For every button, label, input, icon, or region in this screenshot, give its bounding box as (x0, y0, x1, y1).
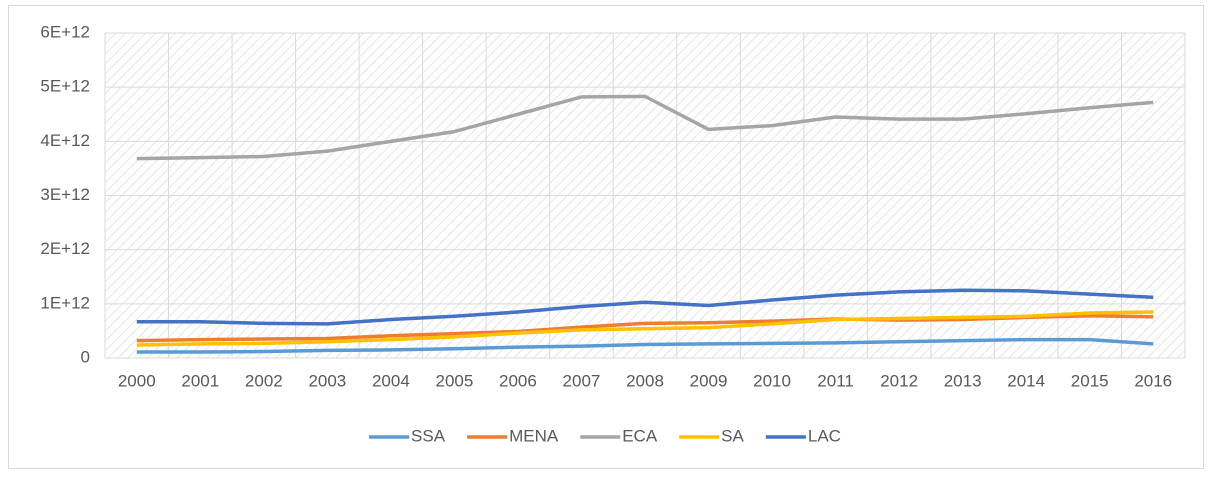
x-tick-label: 2001 (181, 371, 219, 390)
x-tick-label: 2006 (499, 371, 537, 390)
series-line (136, 310, 1154, 347)
x-tick-label: 2011 (817, 371, 854, 390)
x-tick-label: 2004 (372, 371, 410, 390)
legend-label: ECA (622, 426, 658, 445)
x-tick-label: 2012 (880, 371, 918, 390)
y-tick-label: 5E+12 (40, 77, 90, 96)
legend-label: MENA (509, 426, 559, 445)
y-tick-label: 4E+12 (40, 131, 90, 150)
x-tick-label: 2000 (118, 371, 156, 390)
x-tick-label: 2007 (563, 371, 601, 390)
x-tick-label: 2010 (753, 371, 791, 390)
x-tick-label: 2005 (435, 371, 473, 390)
legend-label: SA (721, 426, 744, 445)
series-line (136, 337, 1154, 354)
y-tick-label: 1E+12 (40, 293, 90, 312)
x-tick-label: 2002 (245, 371, 283, 390)
y-tick-label: 2E+12 (40, 239, 90, 258)
x-tick-label: 2015 (1071, 371, 1109, 390)
series-line (136, 288, 1154, 326)
x-tick-label: 2008 (626, 371, 664, 390)
series-line (136, 314, 1154, 343)
x-tick-label: 2003 (308, 371, 346, 390)
x-tick-label: 2009 (690, 371, 728, 390)
legend-label: LAC (808, 426, 841, 445)
x-tick-label: 2016 (1134, 371, 1172, 390)
x-tick-label: 2014 (1007, 371, 1045, 390)
series-line (136, 94, 1154, 161)
y-tick-label: 0 (81, 347, 90, 366)
legend-label: SSA (411, 426, 446, 445)
x-tick-label: 2013 (944, 371, 982, 390)
y-tick-label: 6E+12 (40, 22, 90, 41)
y-tick-label: 3E+12 (40, 185, 90, 204)
